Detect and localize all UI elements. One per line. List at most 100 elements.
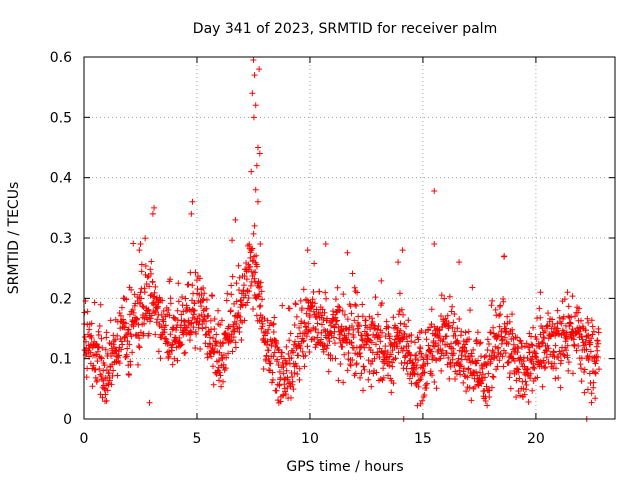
data-point (427, 368, 434, 375)
data-point (326, 338, 333, 345)
data-point (137, 241, 144, 248)
data-point (287, 330, 294, 337)
data-point (481, 374, 488, 381)
data-point (460, 338, 467, 345)
data-point (148, 258, 155, 265)
data-point (505, 358, 512, 365)
data-point (293, 363, 300, 370)
data-point (428, 306, 435, 313)
data-point (145, 330, 152, 337)
data-point (251, 279, 258, 286)
data-point (312, 326, 319, 333)
data-point (496, 323, 503, 330)
data-point (505, 331, 512, 338)
data-point (302, 352, 309, 359)
data-point (431, 378, 438, 385)
data-point (91, 352, 98, 359)
data-point (466, 336, 473, 343)
data-point (258, 288, 265, 295)
data-point (587, 348, 594, 355)
data-point (199, 297, 206, 304)
data-point (240, 287, 247, 294)
data-point (579, 336, 586, 343)
data-point (422, 381, 429, 388)
data-point (195, 324, 202, 331)
data-point (269, 376, 276, 383)
data-point (131, 291, 138, 298)
data-point (413, 352, 420, 359)
data-point (193, 277, 200, 284)
data-point (590, 384, 597, 391)
data-point (504, 313, 511, 320)
data-point (356, 323, 363, 330)
data-point (450, 350, 457, 357)
data-point (437, 355, 444, 362)
data-point (445, 354, 452, 361)
data-point (514, 334, 521, 341)
data-point (139, 303, 146, 310)
data-point (270, 320, 277, 327)
data-point (376, 354, 383, 361)
data-point (295, 352, 302, 359)
data-point (565, 367, 572, 374)
data-point (509, 311, 516, 318)
data-point (470, 346, 477, 353)
data-point (362, 317, 369, 324)
data-point (107, 317, 114, 324)
data-point (171, 314, 178, 321)
data-point (229, 348, 236, 355)
data-point (304, 247, 311, 254)
data-point (351, 317, 358, 324)
data-point (516, 375, 523, 382)
data-point (303, 310, 310, 317)
data-point (511, 357, 518, 364)
data-point (314, 320, 321, 327)
data-point (311, 300, 318, 307)
data-point (310, 289, 317, 296)
data-point (300, 286, 307, 293)
data-point (427, 324, 434, 331)
data-point (385, 324, 392, 331)
data-point (228, 282, 235, 289)
data-point (502, 350, 509, 357)
data-point (355, 329, 362, 336)
data-point (97, 391, 104, 398)
data-point (215, 307, 222, 314)
data-point (303, 324, 310, 331)
data-point (269, 369, 276, 376)
data-point (251, 275, 258, 282)
data-point (291, 322, 298, 329)
data-point (242, 292, 249, 299)
data-point (160, 307, 167, 314)
data-point (536, 305, 543, 312)
data-point (133, 316, 140, 323)
data-point (193, 330, 200, 337)
data-point (233, 320, 240, 327)
data-point (220, 361, 227, 368)
data-point (203, 305, 210, 312)
data-point (509, 330, 516, 337)
data-point (200, 285, 207, 292)
data-point (186, 337, 193, 344)
data-point (541, 365, 548, 372)
data-point (441, 295, 448, 302)
data-point (484, 402, 491, 409)
data-point (461, 344, 468, 351)
data-point (411, 339, 418, 346)
data-point (373, 369, 380, 376)
data-point (271, 314, 278, 321)
data-point (312, 344, 319, 351)
data-point (351, 284, 358, 291)
data-point (471, 383, 478, 390)
data-point (588, 399, 595, 406)
data-point (100, 367, 107, 374)
data-point (102, 391, 109, 398)
data-point (539, 325, 546, 332)
data-point (334, 317, 341, 324)
data-point (99, 394, 106, 401)
data-point (177, 342, 184, 349)
data-point (453, 370, 460, 377)
data-point (265, 367, 272, 374)
data-point (468, 397, 475, 404)
data-point (275, 362, 282, 369)
